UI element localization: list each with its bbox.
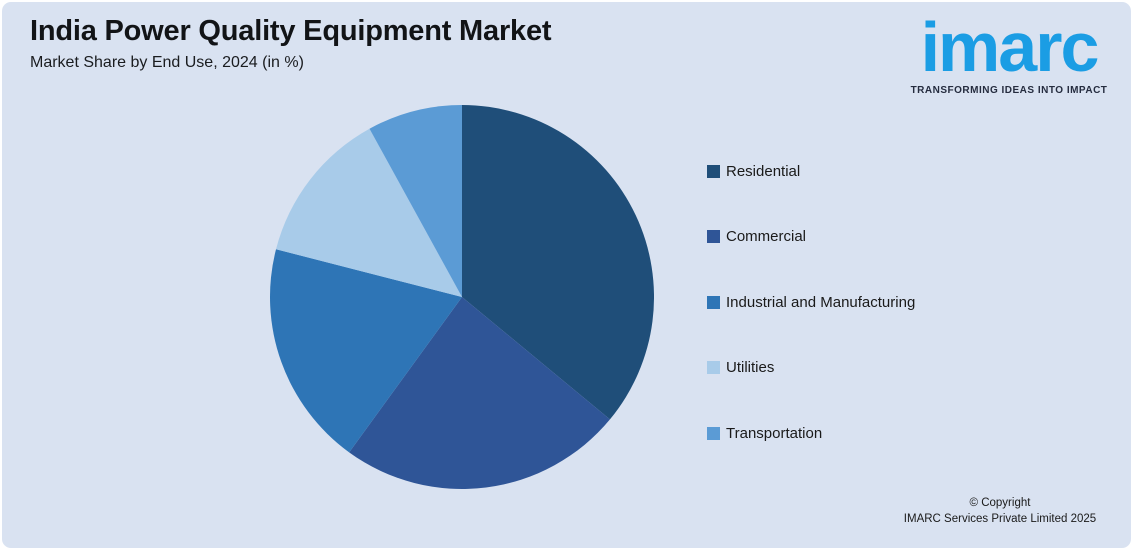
- copyright-line2: IMARC Services Private Limited 2025: [903, 512, 1097, 525]
- page-title: India Power Quality Equipment Market: [30, 15, 552, 47]
- legend-swatch-residential: [707, 164, 720, 178]
- imarc-logo: imarc TRANSFORMING IDEAS INTO IMPACT: [900, 6, 1118, 96]
- pie-slice-commercial: [349, 297, 610, 489]
- legend-item-commercial: Commercial: [707, 227, 915, 247]
- legend-label-transportation: Transportation: [726, 424, 823, 442]
- pie-slice-transportation: [369, 105, 462, 297]
- legend-item-utilities: Utilities: [707, 358, 915, 378]
- legend-label-industrial-and-manufacturing: Industrial and Manufacturing: [726, 293, 916, 311]
- copyright-line1: © Copyright: [969, 497, 1031, 509]
- pie-slice-industrial-and-manufacturing: [269, 249, 462, 453]
- copyright: © Copyright IMARC Services Private Limit…: [885, 496, 1115, 527]
- pie-slice-residential: [462, 105, 655, 420]
- legend-label-utilities: Utilities: [726, 359, 775, 376]
- pie-slice-utilities: [276, 128, 462, 297]
- legend-label-commercial: Commercial: [726, 228, 807, 245]
- imarc-wordmark: imarc: [920, 8, 1100, 86]
- header: India Power Quality Equipment Market Mar…: [30, 14, 552, 72]
- legend-swatch-transportation: [707, 426, 720, 440]
- legend-swatch-commercial: [707, 230, 720, 243]
- legend-label-residential: Residential: [726, 162, 801, 180]
- legend-swatch-utilities: [707, 361, 720, 374]
- legend-item-industrial-and-manufacturing: Industrial and Manufacturing: [707, 292, 915, 312]
- legend: Residential Commercial Industrial and Ma…: [707, 161, 915, 489]
- legend-swatch-industrial-and-manufacturing: [707, 295, 720, 309]
- page-subtitle: Market Share by End Use, 2024 (in %): [30, 54, 304, 71]
- imarc-tagline: TRANSFORMING IDEAS INTO IMPACT: [910, 85, 1108, 96]
- legend-item-residential: Residential: [707, 161, 915, 181]
- pie-chart-container: [269, 105, 655, 489]
- pie-chart: [269, 105, 655, 489]
- legend-item-transportation: Transportation: [707, 423, 915, 443]
